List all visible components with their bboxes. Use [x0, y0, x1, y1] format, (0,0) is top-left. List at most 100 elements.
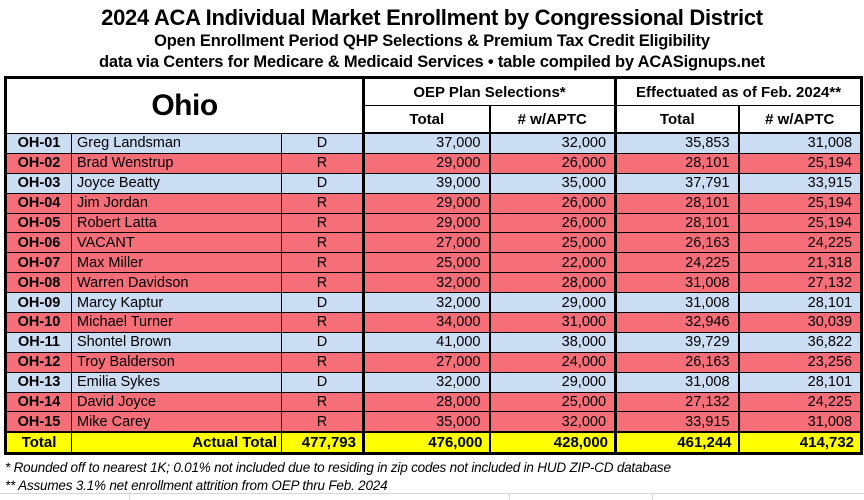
oep-total-cell: 29,000: [362, 192, 490, 214]
oep-aptc-column-header: # w/APTC: [488, 105, 617, 134]
party-cell: D: [281, 292, 364, 314]
eff-total-cell: 39,729: [614, 331, 740, 353]
representative-cell: Greg Landsman: [71, 132, 282, 154]
district-cell: OH-01: [5, 132, 72, 154]
representative-cell: Marcy Kaptur: [71, 292, 282, 314]
eff-total-cell: 26,163: [614, 351, 740, 373]
eff-total-cell: 28,101: [614, 212, 740, 234]
eff-aptc-column-header: # w/APTC: [737, 105, 863, 134]
representative-cell: Mike Carey: [71, 411, 282, 433]
source-line: data via Centers for Medicare & Medicaid…: [99, 53, 765, 71]
enrollment-table: Ohio OEP Plan Selections* Effectuated as…: [4, 76, 864, 456]
effectuated-group-header: Effectuated as of Feb. 2024**: [614, 77, 863, 106]
eff-total-cell: 24,225: [614, 252, 740, 274]
total-eff-total: 461,244: [614, 431, 740, 455]
oep-total-cell: 32,000: [362, 292, 490, 314]
oep-aptc-cell: 31,000: [488, 312, 617, 333]
oep-total-cell: 27,000: [362, 232, 490, 254]
oep-total-cell: 39,000: [362, 172, 490, 194]
eff-total-cell: 31,008: [614, 292, 740, 314]
oep-aptc-cell: 25,000: [488, 232, 617, 254]
oep-total-cell: 37,000: [362, 132, 490, 154]
party-cell: R: [281, 272, 364, 294]
representative-cell: VACANT: [71, 232, 282, 254]
total-eff-aptc: 414,732: [737, 431, 863, 455]
representative-cell: Brad Wenstrup: [71, 152, 282, 174]
eff-aptc-cell: 31,008: [737, 411, 863, 433]
oep-aptc-cell: 29,000: [488, 371, 617, 393]
eff-total-cell: 31,008: [614, 371, 740, 393]
actual-total-label: Actual Total: [71, 431, 282, 455]
eff-total-cell: 31,008: [614, 272, 740, 294]
district-cell: OH-03: [5, 172, 72, 194]
eff-aptc-cell: 36,822: [737, 331, 863, 353]
party-cell: R: [281, 212, 364, 234]
oep-aptc-cell: 26,000: [488, 192, 617, 214]
representative-cell: Max Miller: [71, 252, 282, 274]
district-cell: OH-12: [5, 351, 72, 373]
page-subtitle: Open Enrollment Period QHP Selections & …: [154, 32, 710, 50]
oep-total-cell: 41,000: [362, 331, 490, 353]
eff-total-column-header: Total: [614, 105, 740, 134]
eff-total-cell: 28,101: [614, 192, 740, 214]
oep-aptc-cell: 29,000: [488, 292, 617, 314]
total-oep-aptc: 428,000: [488, 431, 617, 455]
representative-cell: David Joyce: [71, 391, 282, 413]
party-cell: D: [281, 371, 364, 393]
eff-aptc-cell: 33,915: [737, 172, 863, 194]
representative-cell: Emilia Sykes: [71, 371, 282, 393]
eff-aptc-cell: 21,318: [737, 252, 863, 274]
oep-total-cell: 28,000: [362, 391, 490, 413]
district-cell: OH-11: [5, 331, 72, 353]
group-header-row: Ohio OEP Plan Selections* Effectuated as…: [5, 77, 863, 134]
eff-aptc-cell: 24,225: [737, 391, 863, 413]
district-cell: OH-06: [5, 232, 72, 254]
state-name: Ohio: [5, 77, 364, 134]
total-oep-total: 476,000: [362, 431, 490, 455]
district-cell: OH-05: [5, 212, 72, 234]
eff-total-cell: 32,946: [614, 312, 740, 333]
district-cell: OH-08: [5, 272, 72, 294]
page-title: 2024 ACA Individual Market Enrollment by…: [101, 5, 763, 30]
eff-total-cell: 27,132: [614, 391, 740, 413]
table-row: OH-09 Marcy Kaptur D 32,000 29,000 31,00…: [5, 292, 863, 314]
eff-aptc-cell: 28,101: [737, 292, 863, 314]
district-cell: OH-09: [5, 292, 72, 314]
representative-cell: Jim Jordan: [71, 192, 282, 214]
actual-total-value: 477,793: [281, 431, 364, 455]
district-cell: OH-14: [5, 391, 72, 413]
district-cell: OH-10: [5, 312, 72, 333]
representative-cell: Joyce Beatty: [71, 172, 282, 194]
footnote-attrition: ** Assumes 3.1% net enrollment attrition…: [5, 478, 388, 494]
oep-total-cell: 29,000: [362, 152, 490, 174]
oep-aptc-cell: 28,000: [488, 272, 617, 294]
representative-cell: Warren Davidson: [71, 272, 282, 294]
oep-total-cell: 29,000: [362, 212, 490, 234]
party-cell: R: [281, 391, 364, 413]
oep-aptc-cell: 32,000: [488, 132, 617, 154]
footnote-rounding: * Rounded off to nearest 1K; 0.01% not i…: [5, 460, 671, 476]
table-row: OH-01 Greg Landsman D 37,000 32,000 35,8…: [5, 132, 863, 154]
total-row: Total Actual Total 477,793 476,000 428,0…: [5, 431, 863, 455]
representative-cell: Robert Latta: [71, 212, 282, 234]
table-row: OH-10 Michael Turner R 34,000 31,000 32,…: [5, 312, 863, 333]
footnotes: * Rounded off to nearest 1K; 0.01% not i…: [5, 459, 864, 495]
eff-total-cell: 28,101: [614, 152, 740, 174]
party-cell: R: [281, 312, 364, 333]
oep-aptc-cell: 26,000: [488, 212, 617, 234]
oep-total-cell: 27,000: [362, 351, 490, 373]
oep-aptc-cell: 22,000: [488, 252, 617, 274]
eff-aptc-cell: 28,101: [737, 371, 863, 393]
party-cell: D: [281, 331, 364, 353]
party-cell: R: [281, 232, 364, 254]
eff-total-cell: 33,915: [614, 411, 740, 433]
eff-aptc-cell: 23,256: [737, 351, 863, 373]
table-row: OH-03 Joyce Beatty D 39,000 35,000 37,79…: [5, 172, 863, 194]
oep-total-cell: 35,000: [362, 411, 490, 433]
spreadsheet-gridline: [0, 493, 864, 500]
table-row: OH-06 VACANT R 27,000 25,000 26,163 24,2…: [5, 232, 863, 254]
representative-cell: Michael Turner: [71, 312, 282, 333]
table-row: OH-05 Robert Latta R 29,000 26,000 28,10…: [5, 212, 863, 234]
party-cell: R: [281, 252, 364, 274]
